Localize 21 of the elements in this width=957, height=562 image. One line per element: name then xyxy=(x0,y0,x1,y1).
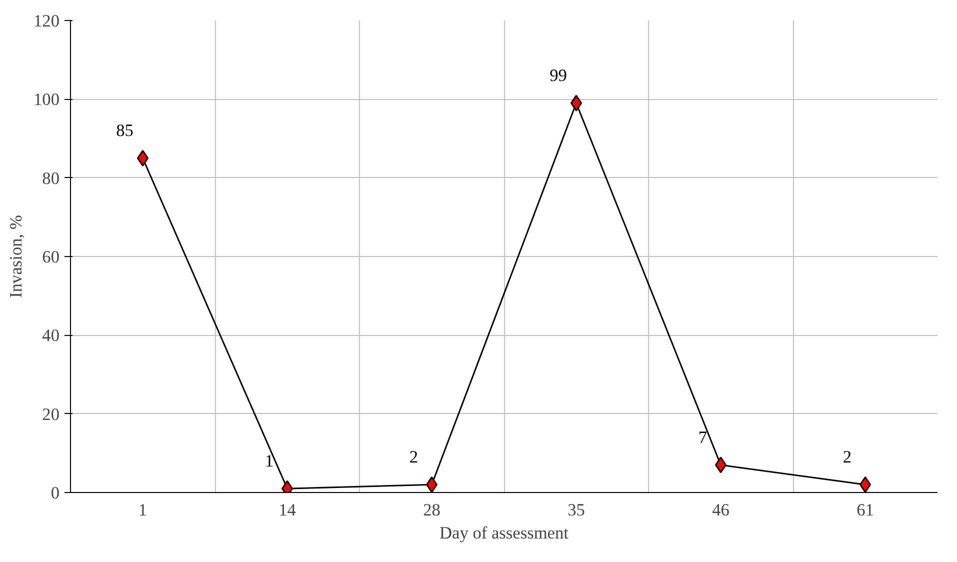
x-tick-label: 46 xyxy=(712,500,730,520)
x-tick-label: 61 xyxy=(856,500,874,520)
data-label: 7 xyxy=(698,428,708,447)
x-tick-label: 1 xyxy=(138,500,148,520)
y-tick-label: 20 xyxy=(42,404,60,424)
y-tick-label: 60 xyxy=(42,248,60,266)
x-tick-label: 35 xyxy=(568,500,585,520)
data-label: 1 xyxy=(264,452,274,471)
y-tick-label: 0 xyxy=(50,484,60,502)
y-tick-label: 40 xyxy=(42,326,60,346)
data-label: 2 xyxy=(409,448,418,467)
x-tick-label: 14 xyxy=(278,500,296,520)
y-tick-label: 120 xyxy=(34,12,60,30)
data-label: 85 xyxy=(116,121,134,140)
x-axis-title: Day of assessment xyxy=(440,524,569,542)
data-label: 2 xyxy=(842,448,852,467)
y-tick-label: 100 xyxy=(34,90,60,110)
data-label: 99 xyxy=(550,66,567,86)
y-axis-title: Invasion, % xyxy=(6,215,26,298)
y-tick-label: 80 xyxy=(42,168,60,188)
x-tick-label: 28 xyxy=(423,500,440,520)
